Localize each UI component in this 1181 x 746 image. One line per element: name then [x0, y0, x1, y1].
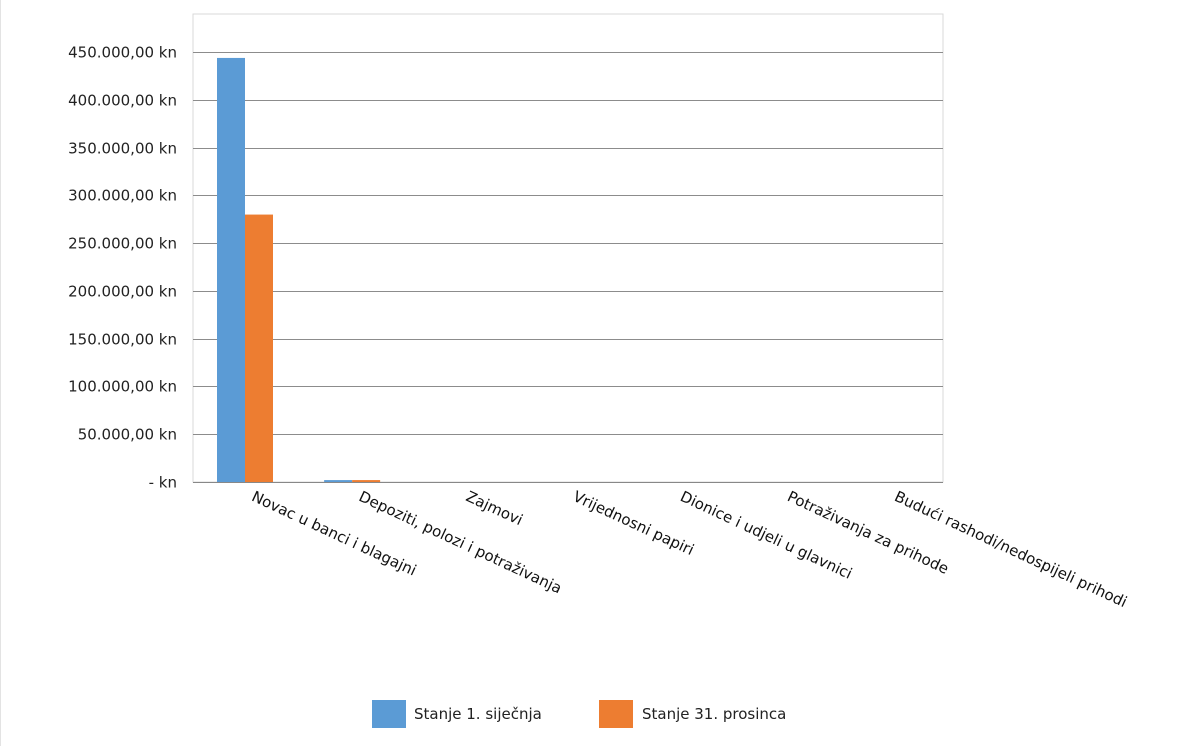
y-tick-label: - kn: [149, 474, 177, 492]
plot-area: [192, 13, 944, 483]
y-tick-label: 350.000,00 kn: [68, 140, 177, 158]
y-tick-label: 300.000,00 kn: [68, 187, 177, 205]
y-tick-label: 100.000,00 kn: [68, 378, 177, 396]
category-label: Dionice i udjeli u glavnici: [677, 487, 854, 583]
category-label: Zajmovi: [463, 487, 525, 529]
category-label: Depoziti, polozi i potraživanja: [356, 487, 565, 597]
y-tick-label: 50.000,00 kn: [78, 426, 177, 444]
legend-label: Stanje 31. prosinca: [642, 705, 786, 723]
legend-swatch: [372, 700, 406, 728]
y-tick-label: 400.000,00 kn: [68, 92, 177, 110]
y-tick-label: 150.000,00 kn: [68, 331, 177, 349]
legend-label: Stanje 1. siječnja: [414, 705, 542, 723]
y-tick-label: 200.000,00 kn: [68, 283, 177, 301]
y-tick-label: 250.000,00 kn: [68, 235, 177, 253]
bar-series2-cat2: [352, 480, 381, 482]
bar-series1-cat2: [324, 480, 353, 482]
category-label: Vrijednosni papiri: [570, 487, 697, 559]
bar-series1-cat1: [217, 57, 245, 482]
category-label: Budući rashodi/nedospijeli prihodi: [892, 487, 1130, 611]
legend-swatch: [599, 700, 633, 728]
y-tick-label: 450.000,00 kn: [68, 44, 177, 62]
bar-series2-cat1: [245, 214, 273, 483]
